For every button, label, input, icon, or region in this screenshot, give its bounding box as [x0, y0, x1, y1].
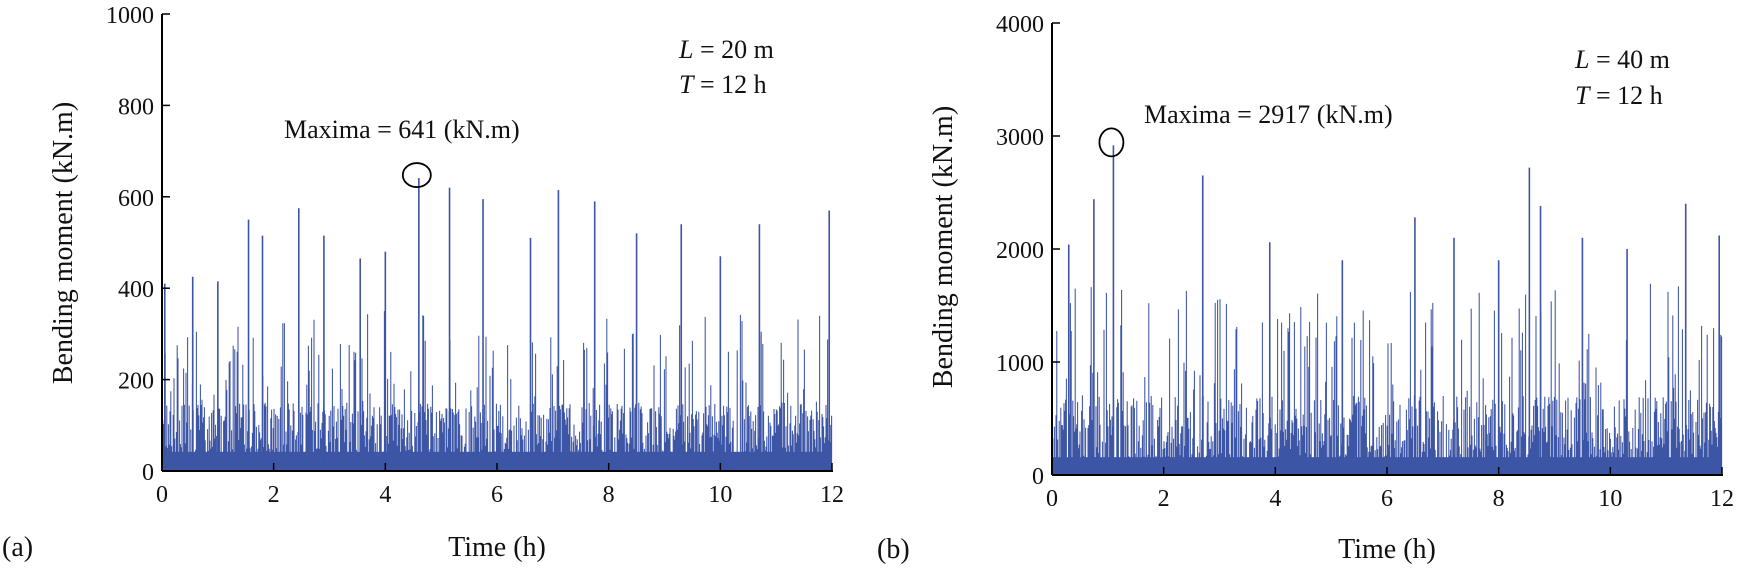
- panel-a-x-tick-label: 10: [708, 482, 732, 508]
- panel-b-y-tick-label: 1000: [996, 351, 1044, 377]
- panel-b-param-L-value: = 40 m: [1589, 45, 1669, 74]
- panel-b-maxima-label: Maxima = 2917 (kN.m): [1144, 100, 1393, 129]
- panel-a: 0 2 4 6 8 10 12 0 200 400 600 800 1000 Time (h) Bend…: [2, 3, 844, 563]
- panel-a-ticks: 0 2 4 6 8 10 12 0 200 400 600 800 1000: [106, 3, 844, 508]
- panel-a-y-tick-label: 0: [142, 460, 154, 486]
- panel-b-series-texture: [1051, 283, 1723, 475]
- panel-b-param-L: L = 40 m: [1574, 45, 1670, 74]
- panel-b-x-tick-label: 12: [1710, 486, 1734, 512]
- panel-a-x-tick-label: 0: [156, 482, 168, 508]
- panel-b-y-tick-label: 2000: [996, 238, 1044, 264]
- panel-a-y-tick-label: 1000: [106, 3, 154, 29]
- panel-b-y-label: Bending moment (kN.m): [928, 106, 959, 388]
- panel-a-x-tick-label: 6: [491, 482, 503, 508]
- panel-b-ticks: 0 2 4 6 8 10 12 0 1000 2000 3000 4000: [996, 12, 1734, 512]
- panel-a-x-tick-label: 2: [268, 482, 280, 508]
- panel-a-x-tick-label: 4: [379, 482, 391, 508]
- panel-b-series-base: [1052, 457, 1722, 475]
- panel-a-param-T-value: = 12 h: [693, 70, 766, 99]
- panel-b-param-T-symbol: T: [1575, 81, 1591, 110]
- panel-a-y-label: Bending moment (kN.m): [48, 102, 79, 384]
- panel-b-x-tick-label: 6: [1381, 486, 1393, 512]
- panel-a-param-T-symbol: T: [679, 70, 695, 99]
- panel-b-param-T-value: = 12 h: [1589, 81, 1662, 110]
- panel-a-x-label: Time (h): [448, 532, 546, 563]
- panel-a-y-tick-label: 200: [118, 369, 154, 395]
- panel-b-series: [1051, 145, 1723, 475]
- panel-a-param-L: L = 20 m: [678, 35, 774, 64]
- panel-b-y-tick-label: 0: [1032, 464, 1044, 490]
- panel-a-param-L-symbol: L: [678, 35, 693, 64]
- panel-a-series-base: [162, 451, 832, 471]
- panel-a-y-tick-label: 600: [118, 186, 154, 212]
- panel-b-x-tick-label: 8: [1493, 486, 1505, 512]
- panel-b-param-L-symbol: L: [1574, 45, 1589, 74]
- panel-b-x-label: Time (h): [1338, 534, 1436, 565]
- panel-b-param-T: T = 12 h: [1575, 81, 1663, 110]
- panel-b: 0 2 4 6 8 10 12 0 1000 2000 3000 4000 Time (h) Bend…: [877, 12, 1734, 565]
- panel-a-maxima-label: Maxima = 641 (kN.m): [284, 115, 520, 144]
- panel-a-y-tick-label: 800: [118, 94, 154, 120]
- panel-a-y-tick-label: 400: [118, 277, 154, 303]
- panel-b-x-tick-label: 0: [1046, 486, 1058, 512]
- panel-b-maxima-circle: [1098, 127, 1125, 158]
- panel-a-label: (a): [2, 532, 33, 563]
- panel-a-param-L-value: = 20 m: [693, 35, 773, 64]
- panel-b-x-tick-label: 4: [1269, 486, 1281, 512]
- panel-a-x-tick-label: 12: [820, 482, 844, 508]
- panel-a-series: [161, 178, 833, 471]
- panel-b-label: (b): [877, 534, 910, 565]
- panel-b-y-tick-label: 4000: [996, 12, 1044, 38]
- panel-a-param-T: T = 12 h: [679, 70, 767, 99]
- panel-b-x-tick-label: 10: [1598, 486, 1622, 512]
- panel-a-maxima-circle: [401, 162, 432, 188]
- panel-b-y-tick-label: 3000: [996, 125, 1044, 151]
- panel-a-x-tick-label: 8: [603, 482, 615, 508]
- panel-b-x-tick-label: 2: [1158, 486, 1170, 512]
